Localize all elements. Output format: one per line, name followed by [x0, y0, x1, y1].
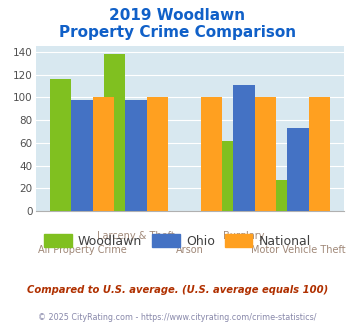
Bar	[201, 97, 222, 211]
Legend: Woodlawn, Ohio, National: Woodlawn, Ohio, National	[39, 229, 316, 253]
Bar	[309, 97, 330, 211]
Text: © 2025 CityRating.com - https://www.cityrating.com/crime-statistics/: © 2025 CityRating.com - https://www.city…	[38, 314, 317, 322]
Bar	[71, 100, 93, 211]
Text: Arson: Arson	[176, 245, 204, 254]
Bar	[147, 97, 168, 211]
Bar	[233, 85, 255, 211]
Bar	[50, 79, 71, 211]
Text: Property Crime Comparison: Property Crime Comparison	[59, 25, 296, 40]
Text: Motor Vehicle Theft: Motor Vehicle Theft	[251, 245, 345, 254]
Bar	[255, 97, 276, 211]
Bar	[266, 181, 287, 211]
Text: 2019 Woodlawn: 2019 Woodlawn	[109, 8, 246, 23]
Bar	[125, 100, 147, 211]
Text: Compared to U.S. average. (U.S. average equals 100): Compared to U.S. average. (U.S. average …	[27, 285, 328, 295]
Bar	[93, 97, 114, 211]
Text: Burglary: Burglary	[223, 231, 265, 241]
Bar	[287, 128, 309, 211]
Bar	[104, 54, 125, 211]
Text: All Property Crime: All Property Crime	[38, 245, 126, 254]
Bar	[212, 141, 233, 211]
Text: Larceny & Theft: Larceny & Theft	[97, 231, 175, 241]
